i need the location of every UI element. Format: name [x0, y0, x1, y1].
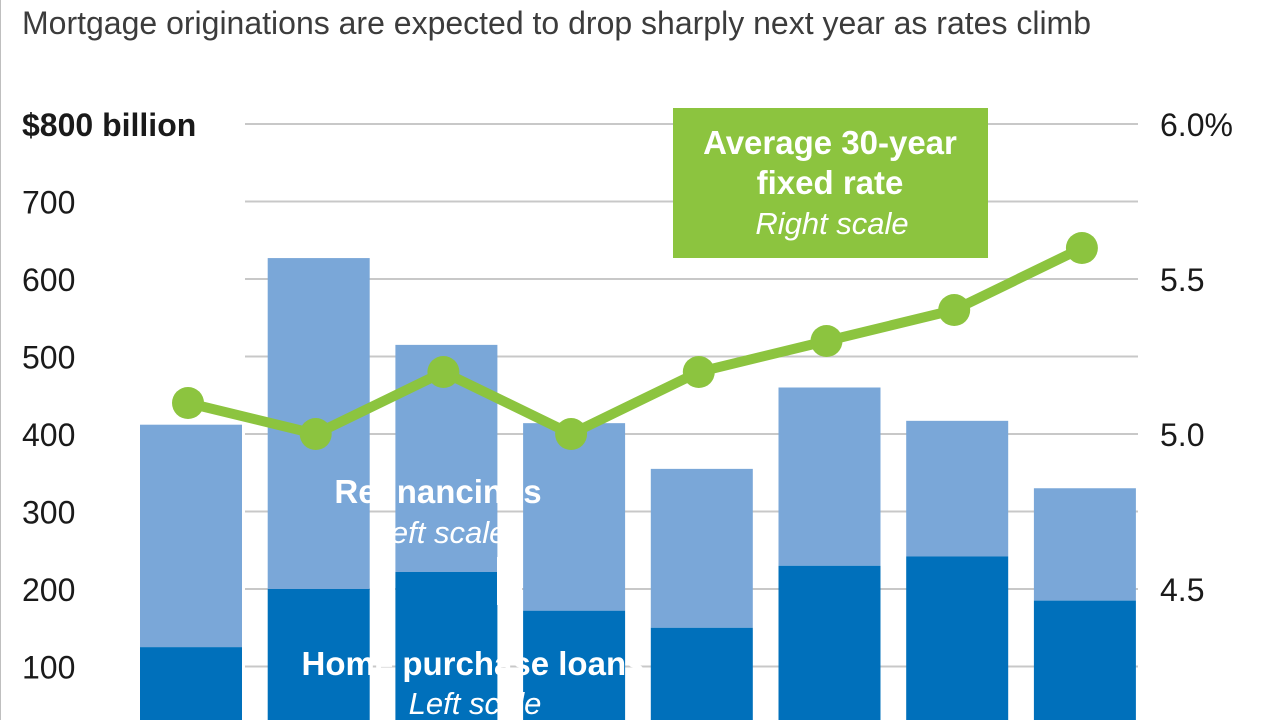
left-tick-label: 100 [22, 650, 75, 686]
home-purchase-label: Home purchase loans [302, 645, 645, 682]
bar-refinancings [1033, 488, 1136, 601]
bar-refinancings [778, 387, 881, 566]
rate-legend-scale: Right scale [755, 206, 908, 241]
left-tick-label: 300 [22, 495, 75, 531]
rate-point [172, 387, 204, 419]
left-tick-label: $800 billion [22, 107, 196, 143]
home-purchase-scale: Left scale [409, 686, 542, 720]
rate-point [555, 418, 588, 450]
rate-point [810, 325, 843, 357]
left-tick-label: 600 [22, 262, 75, 298]
right-tick-label: 5.0 [1160, 417, 1204, 453]
bar-home-purchase [523, 610, 626, 720]
rate-point [682, 356, 715, 388]
bar-refinancings [523, 423, 626, 611]
bar-home-purchase [1033, 600, 1136, 720]
rate-line [172, 232, 1098, 450]
bar-home-purchase [906, 556, 1009, 720]
chart-title: Mortgage originations are expected to dr… [22, 5, 1091, 41]
rate-line-path [186, 243, 1085, 439]
rate-point [938, 294, 971, 326]
label-gap-right [497, 557, 522, 605]
bar-home-purchase [395, 571, 498, 720]
refinancings-scale: Left scale [374, 515, 507, 550]
bar-home-purchase [140, 647, 242, 720]
right-tick-label: 5.5 [1160, 262, 1204, 298]
series-labels: Average 30-year fixed rate Right scale R… [302, 108, 988, 720]
rate-legend-box [673, 108, 988, 258]
left-tick-label: 200 [22, 572, 75, 608]
left-tick-label: 500 [22, 340, 75, 376]
right-tick-label: 4.5 [1160, 572, 1204, 608]
left-axis: 100 200 300 400 500 600 700 $800 billion [22, 107, 196, 686]
bar-home-purchase [267, 589, 370, 720]
bar-home-purchase [650, 627, 753, 720]
rate-legend-line1: Average 30-year [703, 124, 957, 161]
right-axis: 4.5 5.0 5.5 6.0% [1160, 107, 1233, 608]
left-tick-label: 700 [22, 185, 75, 221]
rate-point [427, 356, 460, 388]
bars [140, 258, 1136, 720]
bar-refinancings [650, 468, 753, 628]
bar-home-purchase [778, 565, 881, 720]
rate-point [299, 418, 332, 450]
rate-point [1065, 232, 1098, 264]
bar-refinancings [906, 420, 1009, 557]
label-gap-left [370, 557, 395, 605]
refinancings-label: Refinancings [334, 473, 541, 510]
left-tick-label: 400 [22, 417, 75, 453]
bar-refinancings [140, 424, 242, 648]
right-tick-label: 6.0% [1160, 107, 1233, 143]
rate-legend-line2: fixed rate [757, 164, 904, 201]
